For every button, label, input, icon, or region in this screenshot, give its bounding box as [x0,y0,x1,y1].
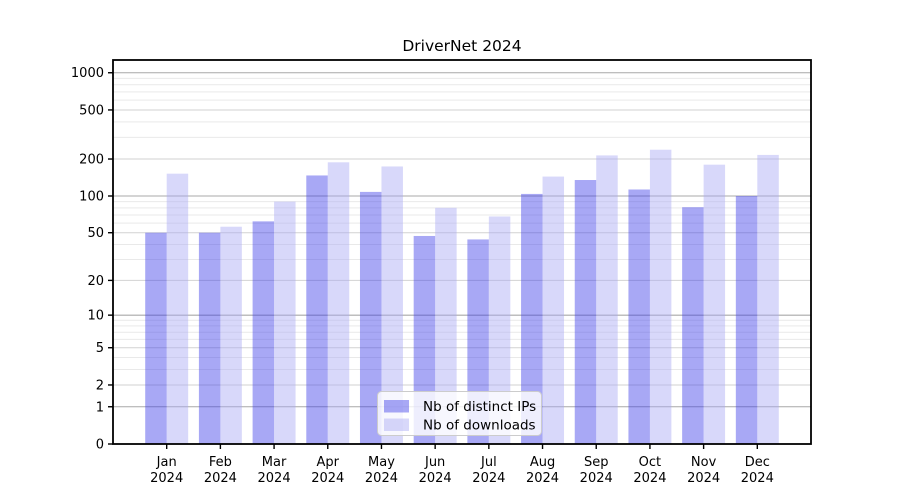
x-tick-label-month-mar-2024: Mar [262,455,287,470]
plot-border [112,59,812,445]
series-nb-of-downloads [166,149,779,445]
y-tick-label-500: 500 [79,103,104,118]
y-tick-label-5: 5 [96,341,104,356]
bar-nb-of-downloads-apr-2024 [327,162,350,444]
bar-nb-of-distinct-ips-nov-2024 [682,207,704,444]
bar-nb-of-distinct-ips-apr-2024 [306,175,328,444]
bar-nb-of-downloads-dec-2024 [757,154,779,444]
bar-nb-of-downloads-nov-2024 [703,164,726,444]
bar-nb-of-distinct-ips-dec-2024 [735,195,758,444]
bar-nb-of-downloads-jul-2024 [488,216,511,444]
bar-nb-of-downloads-oct-2024 [649,149,672,444]
y-axis: 0 1 2 5 10 20 50 100 200 500 1000 [71,66,113,453]
x-tick-label-month-sep-2024: Sep [584,455,609,470]
y-tick-label-1000: 1000 [71,66,104,81]
x-tick-label-month-jul-2024: Jul [480,455,497,470]
y-tick-label-1: 1 [96,400,104,415]
x-tick-label-month-may-2024: May [368,455,395,470]
gridlines [113,72,811,408]
bar-nb-of-distinct-ips-feb-2024 [198,232,221,444]
bar-nb-of-downloads-jan-2024 [166,173,189,444]
y-tick-label-200: 200 [79,153,104,168]
legend-label-nb-of-downloads: Nb of downloads [423,418,536,434]
bar-nb-of-distinct-ips-may-2024 [359,191,382,444]
x-tick-label-month-dec-2024: Dec [745,455,770,470]
y-tick-label-50: 50 [87,226,104,241]
x-tick-label-year-jun-2024: 2024 [419,471,452,486]
legend: Nb of distinct IPs Nb of downloads [377,391,542,436]
x-tick-label-month-apr-2024: Apr [317,455,340,470]
x-tick-label-year-nov-2024: 2024 [687,471,720,486]
x-tick-label-month-oct-2024: Oct [639,455,661,470]
bar-nb-of-distinct-ips-oct-2024 [628,189,650,444]
legend-label-nb-of-distinct-ips: Nb of distinct IPs [423,399,536,415]
x-tick-label-year-aug-2024: 2024 [526,471,559,486]
bar-nb-of-distinct-ips-aug-2024 [521,193,543,444]
x-tick-label-month-feb-2024: Feb [209,455,232,470]
x-tick-label-month-aug-2024: Aug [530,455,555,470]
x-tick-label-year-sep-2024: 2024 [580,471,613,486]
y-tick-label-0: 0 [96,438,104,453]
x-tick-label-year-apr-2024: 2024 [311,471,344,486]
x-tick-label-year-dec-2024: 2024 [741,471,774,486]
bar-nb-of-downloads-feb-2024 [220,226,242,444]
legend-swatch-nb-of-distinct-ips [384,400,409,413]
bar-nb-of-downloads-may-2024 [381,166,403,444]
x-tick-label-year-jul-2024: 2024 [472,471,505,486]
y-tick-label-20: 20 [87,274,104,289]
bar-nb-of-distinct-ips-jan-2024 [145,232,167,444]
x-tick-label-year-may-2024: 2024 [365,471,398,486]
x-tick-label-year-mar-2024: 2024 [258,471,291,486]
bar-nb-of-downloads-jun-2024 [435,207,457,444]
legend-swatch-nb-of-downloads [384,418,409,431]
y-tick-label-2: 2 [96,378,104,393]
x-tick-label-month-nov-2024: Nov [691,455,717,470]
y-tick-label-100: 100 [79,189,104,204]
x-tick-label-year-oct-2024: 2024 [633,471,666,486]
bar-nb-of-downloads-aug-2024 [542,176,565,445]
x-axis: Jan2024Feb2024Mar2024Apr2024May2024Jun20… [150,444,774,486]
legend-box [377,391,542,436]
x-tick-label-year-jan-2024: 2024 [150,471,183,486]
bar-nb-of-downloads-sep-2024 [596,155,618,444]
bar-nb-of-distinct-ips-sep-2024 [574,180,597,444]
chart-title: DriverNet 2024 [402,37,521,55]
x-tick-label-month-jun-2024: Jun [424,455,445,470]
bar-nb-of-distinct-ips-mar-2024 [252,221,275,444]
x-tick-label-year-feb-2024: 2024 [204,471,237,486]
y-tick-label-10: 10 [87,309,104,324]
bar-nb-of-downloads-mar-2024 [274,201,296,444]
x-tick-label-month-jan-2024: Jan [156,455,177,470]
